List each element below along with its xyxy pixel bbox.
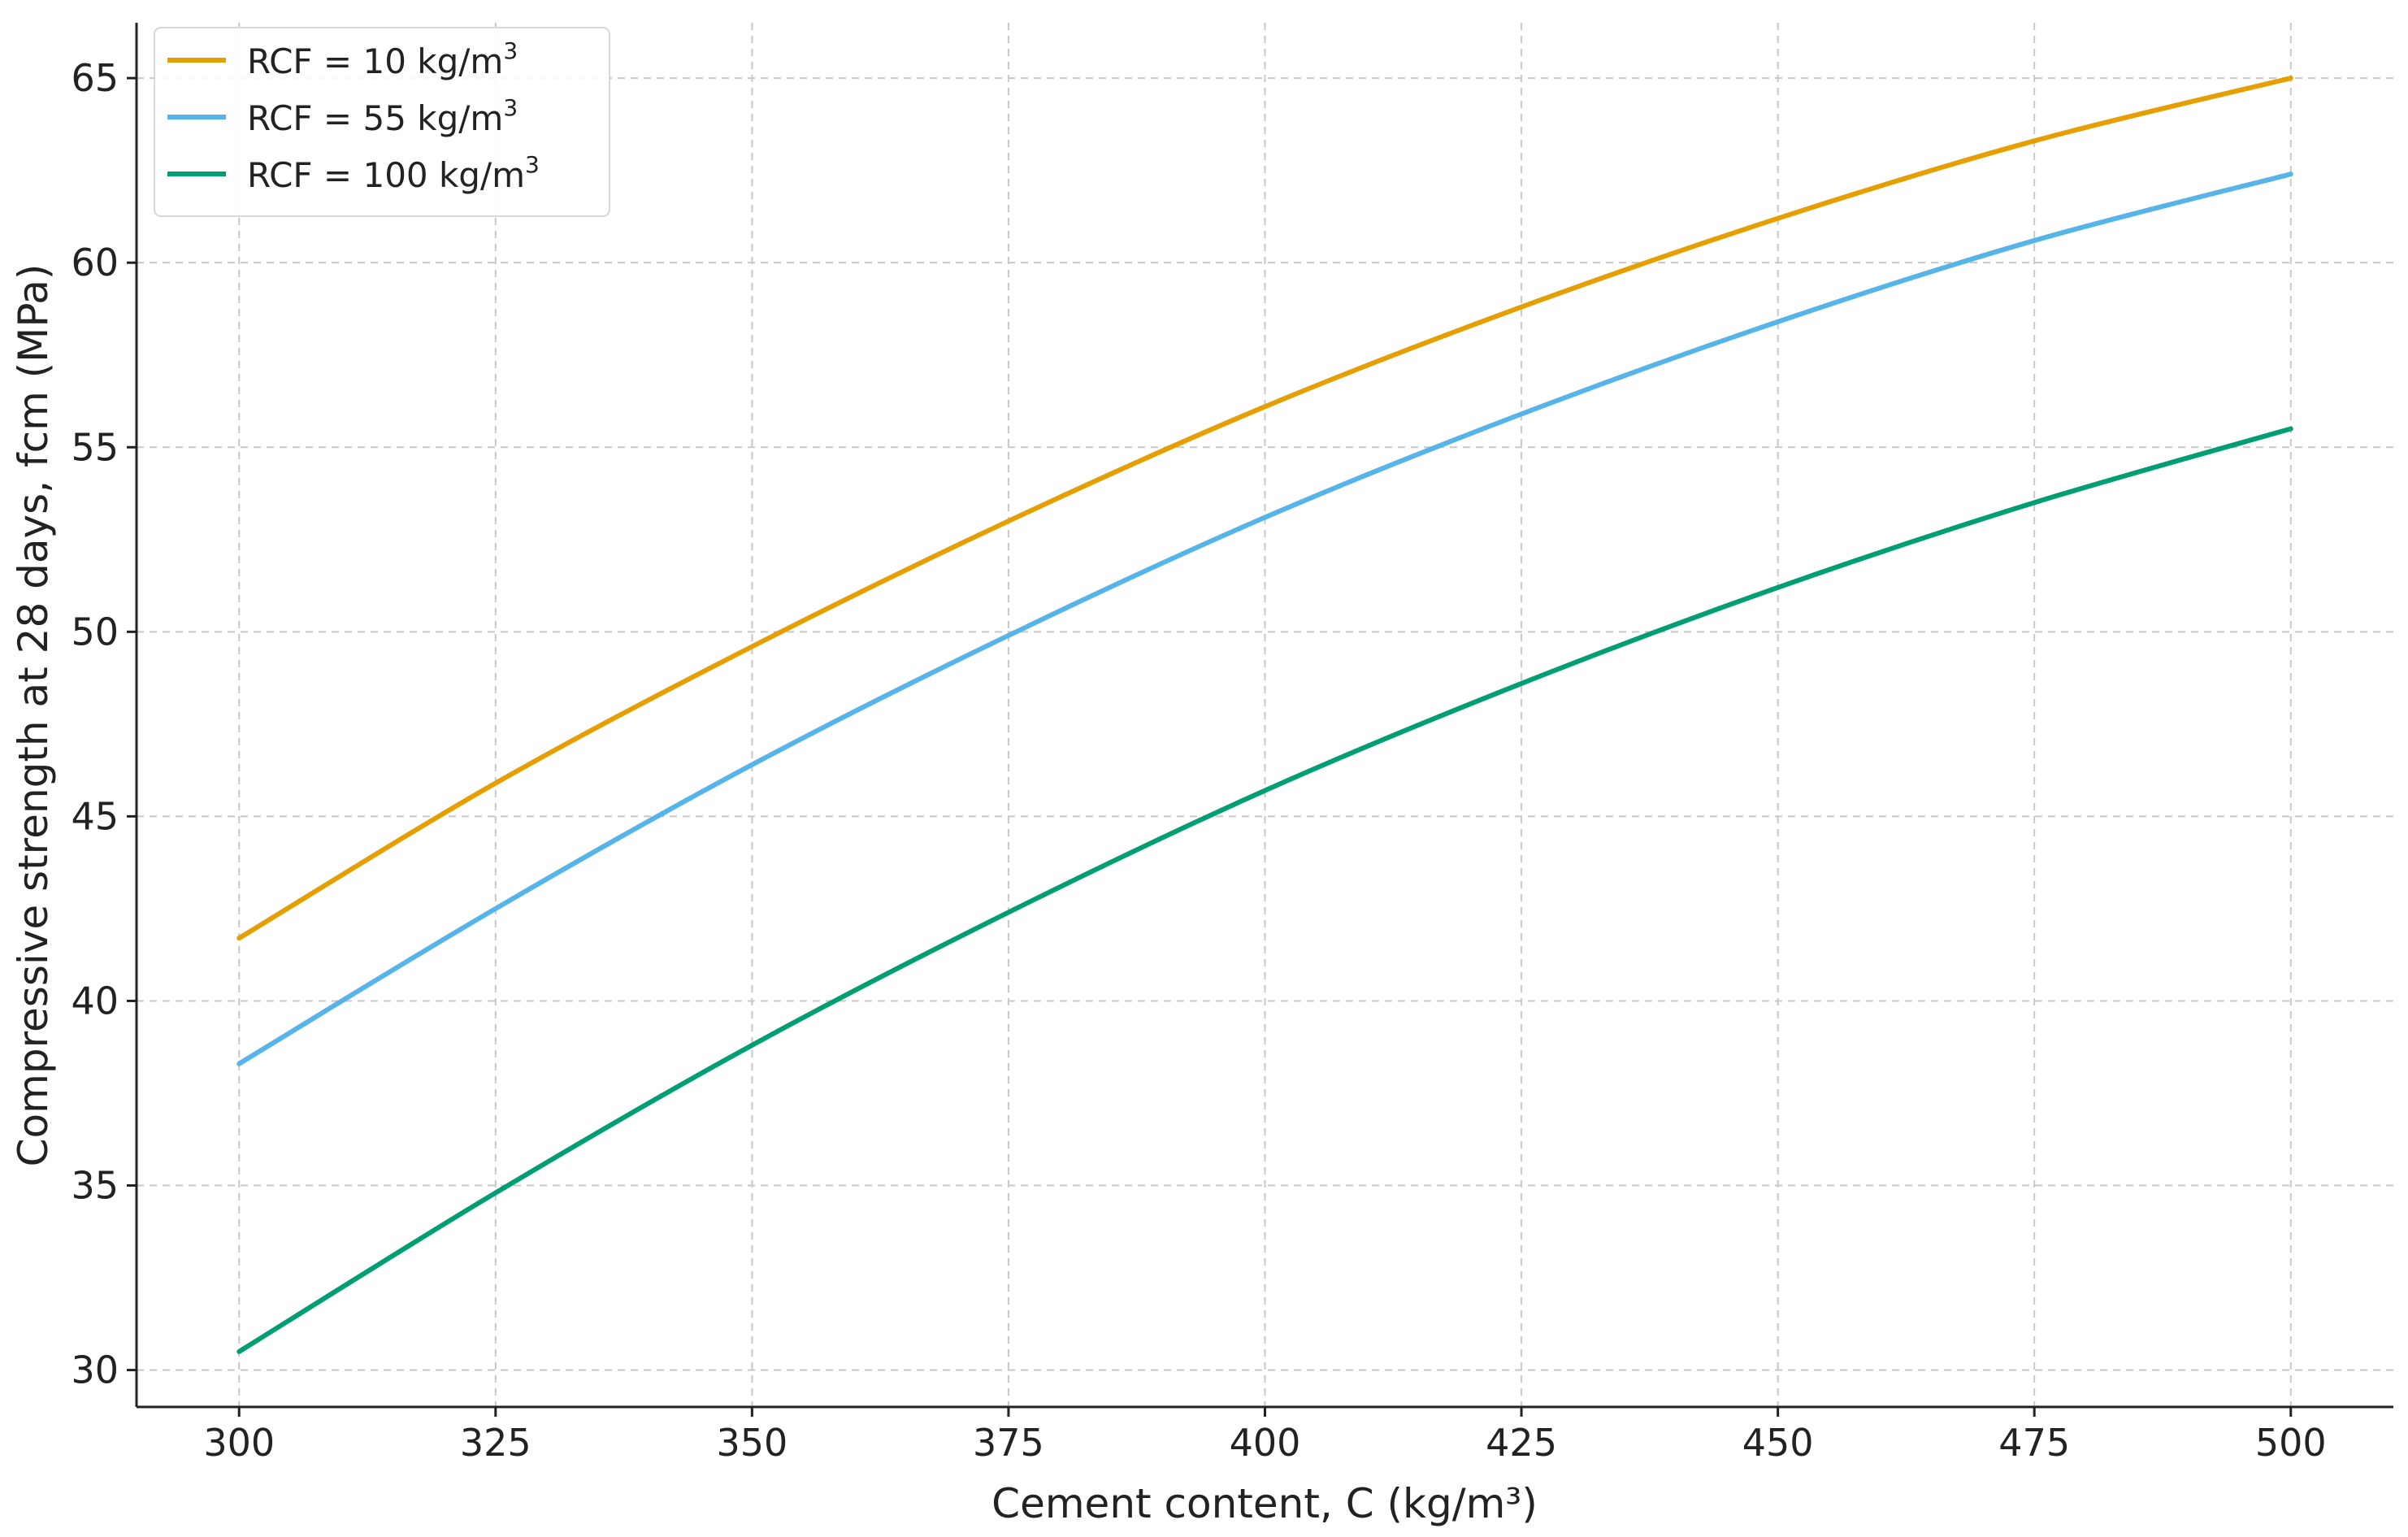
y-tick-label: 60 bbox=[71, 241, 119, 284]
y-ticks: 30 35 40 45 50 55 60 65 bbox=[71, 56, 137, 1392]
y-tick-label: 50 bbox=[71, 610, 119, 653]
y-tick-label: 65 bbox=[71, 56, 119, 100]
x-tick-label: 400 bbox=[1230, 1421, 1301, 1465]
x-tick-label: 475 bbox=[1998, 1421, 2070, 1465]
legend-label: RCF = 10 kg/m3 bbox=[247, 37, 518, 81]
x-axis-title: Cement content, C (kg/m³) bbox=[991, 1480, 1538, 1527]
y-axis-title: Compressive strength at 28 days, fcm (MP… bbox=[10, 264, 57, 1167]
series-lines bbox=[236, 76, 2293, 1354]
x-tick-label: 375 bbox=[973, 1421, 1044, 1465]
x-tick-label: 300 bbox=[203, 1421, 275, 1465]
y-tick-label: 55 bbox=[71, 425, 119, 469]
legend-label-superscript: 3 bbox=[525, 151, 540, 178]
legend-label-superscript: 3 bbox=[503, 94, 518, 121]
y-tick-label: 35 bbox=[71, 1164, 119, 1208]
legend-label-superscript: 3 bbox=[503, 37, 518, 64]
x-tick-label: 450 bbox=[1742, 1421, 1814, 1465]
grid bbox=[137, 23, 2393, 1407]
y-tick-label: 45 bbox=[71, 794, 119, 838]
x-tick-label: 425 bbox=[1486, 1421, 1557, 1465]
y-tick-label: 30 bbox=[71, 1348, 119, 1392]
legend-label: RCF = 100 kg/m3 bbox=[247, 151, 540, 195]
series-line-3 bbox=[236, 426, 2293, 1354]
x-tick-label: 325 bbox=[460, 1421, 531, 1465]
legend-box bbox=[154, 27, 610, 217]
x-tick-label: 350 bbox=[716, 1421, 787, 1465]
legend-entries: RCF = 10 kg/m3 RCF = 55 kg/m3 RCF = 100 kg… bbox=[167, 37, 540, 195]
x-ticks: 300 325 350 375 400 425 450 475 500 bbox=[203, 1407, 2327, 1465]
series-line-1 bbox=[236, 76, 2293, 941]
y-tick-label: 40 bbox=[71, 979, 119, 1022]
series-line-2 bbox=[236, 172, 2293, 1066]
x-tick-label: 500 bbox=[2255, 1421, 2327, 1465]
legend-label: RCF = 55 kg/m3 bbox=[247, 94, 518, 138]
legend: RCF = 10 kg/m3 RCF = 55 kg/m3 RCF = 100 kg… bbox=[154, 27, 610, 217]
